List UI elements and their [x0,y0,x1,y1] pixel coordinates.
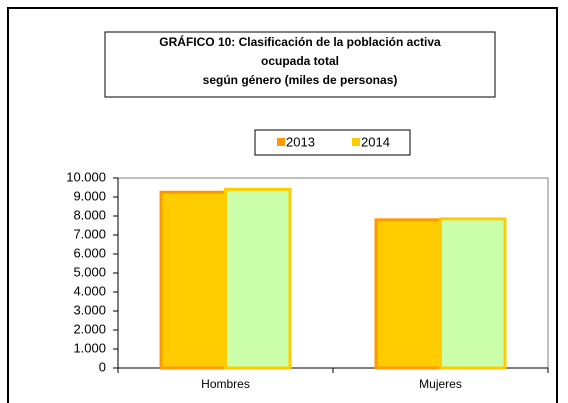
y-tick-label: 5.000 [73,264,106,279]
chart-title: GRÁFICO 10: Clasificación de la població… [159,34,441,49]
bar [224,187,292,370]
chart-title: ocupada total [261,54,339,68]
y-tick-label: 1.000 [73,340,106,355]
y-tick-label: 3.000 [73,302,106,317]
y-tick-label: 10.000 [66,169,106,184]
x-tick-label: Hombres [201,377,250,391]
y-tick-label: 0 [99,359,106,374]
legend-swatch [277,138,285,146]
chart-frame [7,7,558,403]
legend-swatch [352,138,360,146]
y-tick-label: 6.000 [73,245,106,260]
y-tick-label: 8.000 [73,207,106,222]
x-tick-label: Mujeres [419,377,462,391]
legend-label: 2013 [286,134,315,149]
legend-label: 2014 [361,134,390,149]
y-tick-label: 2.000 [73,321,106,336]
bar [159,190,227,370]
bar [374,218,442,370]
title-box [104,31,496,98]
chart-title: según género (miles de personas) [203,73,398,87]
y-tick-label: 7.000 [73,226,106,241]
y-tick-label: 9.000 [73,188,106,203]
bar [439,217,507,370]
y-tick-label: 4.000 [73,283,106,298]
